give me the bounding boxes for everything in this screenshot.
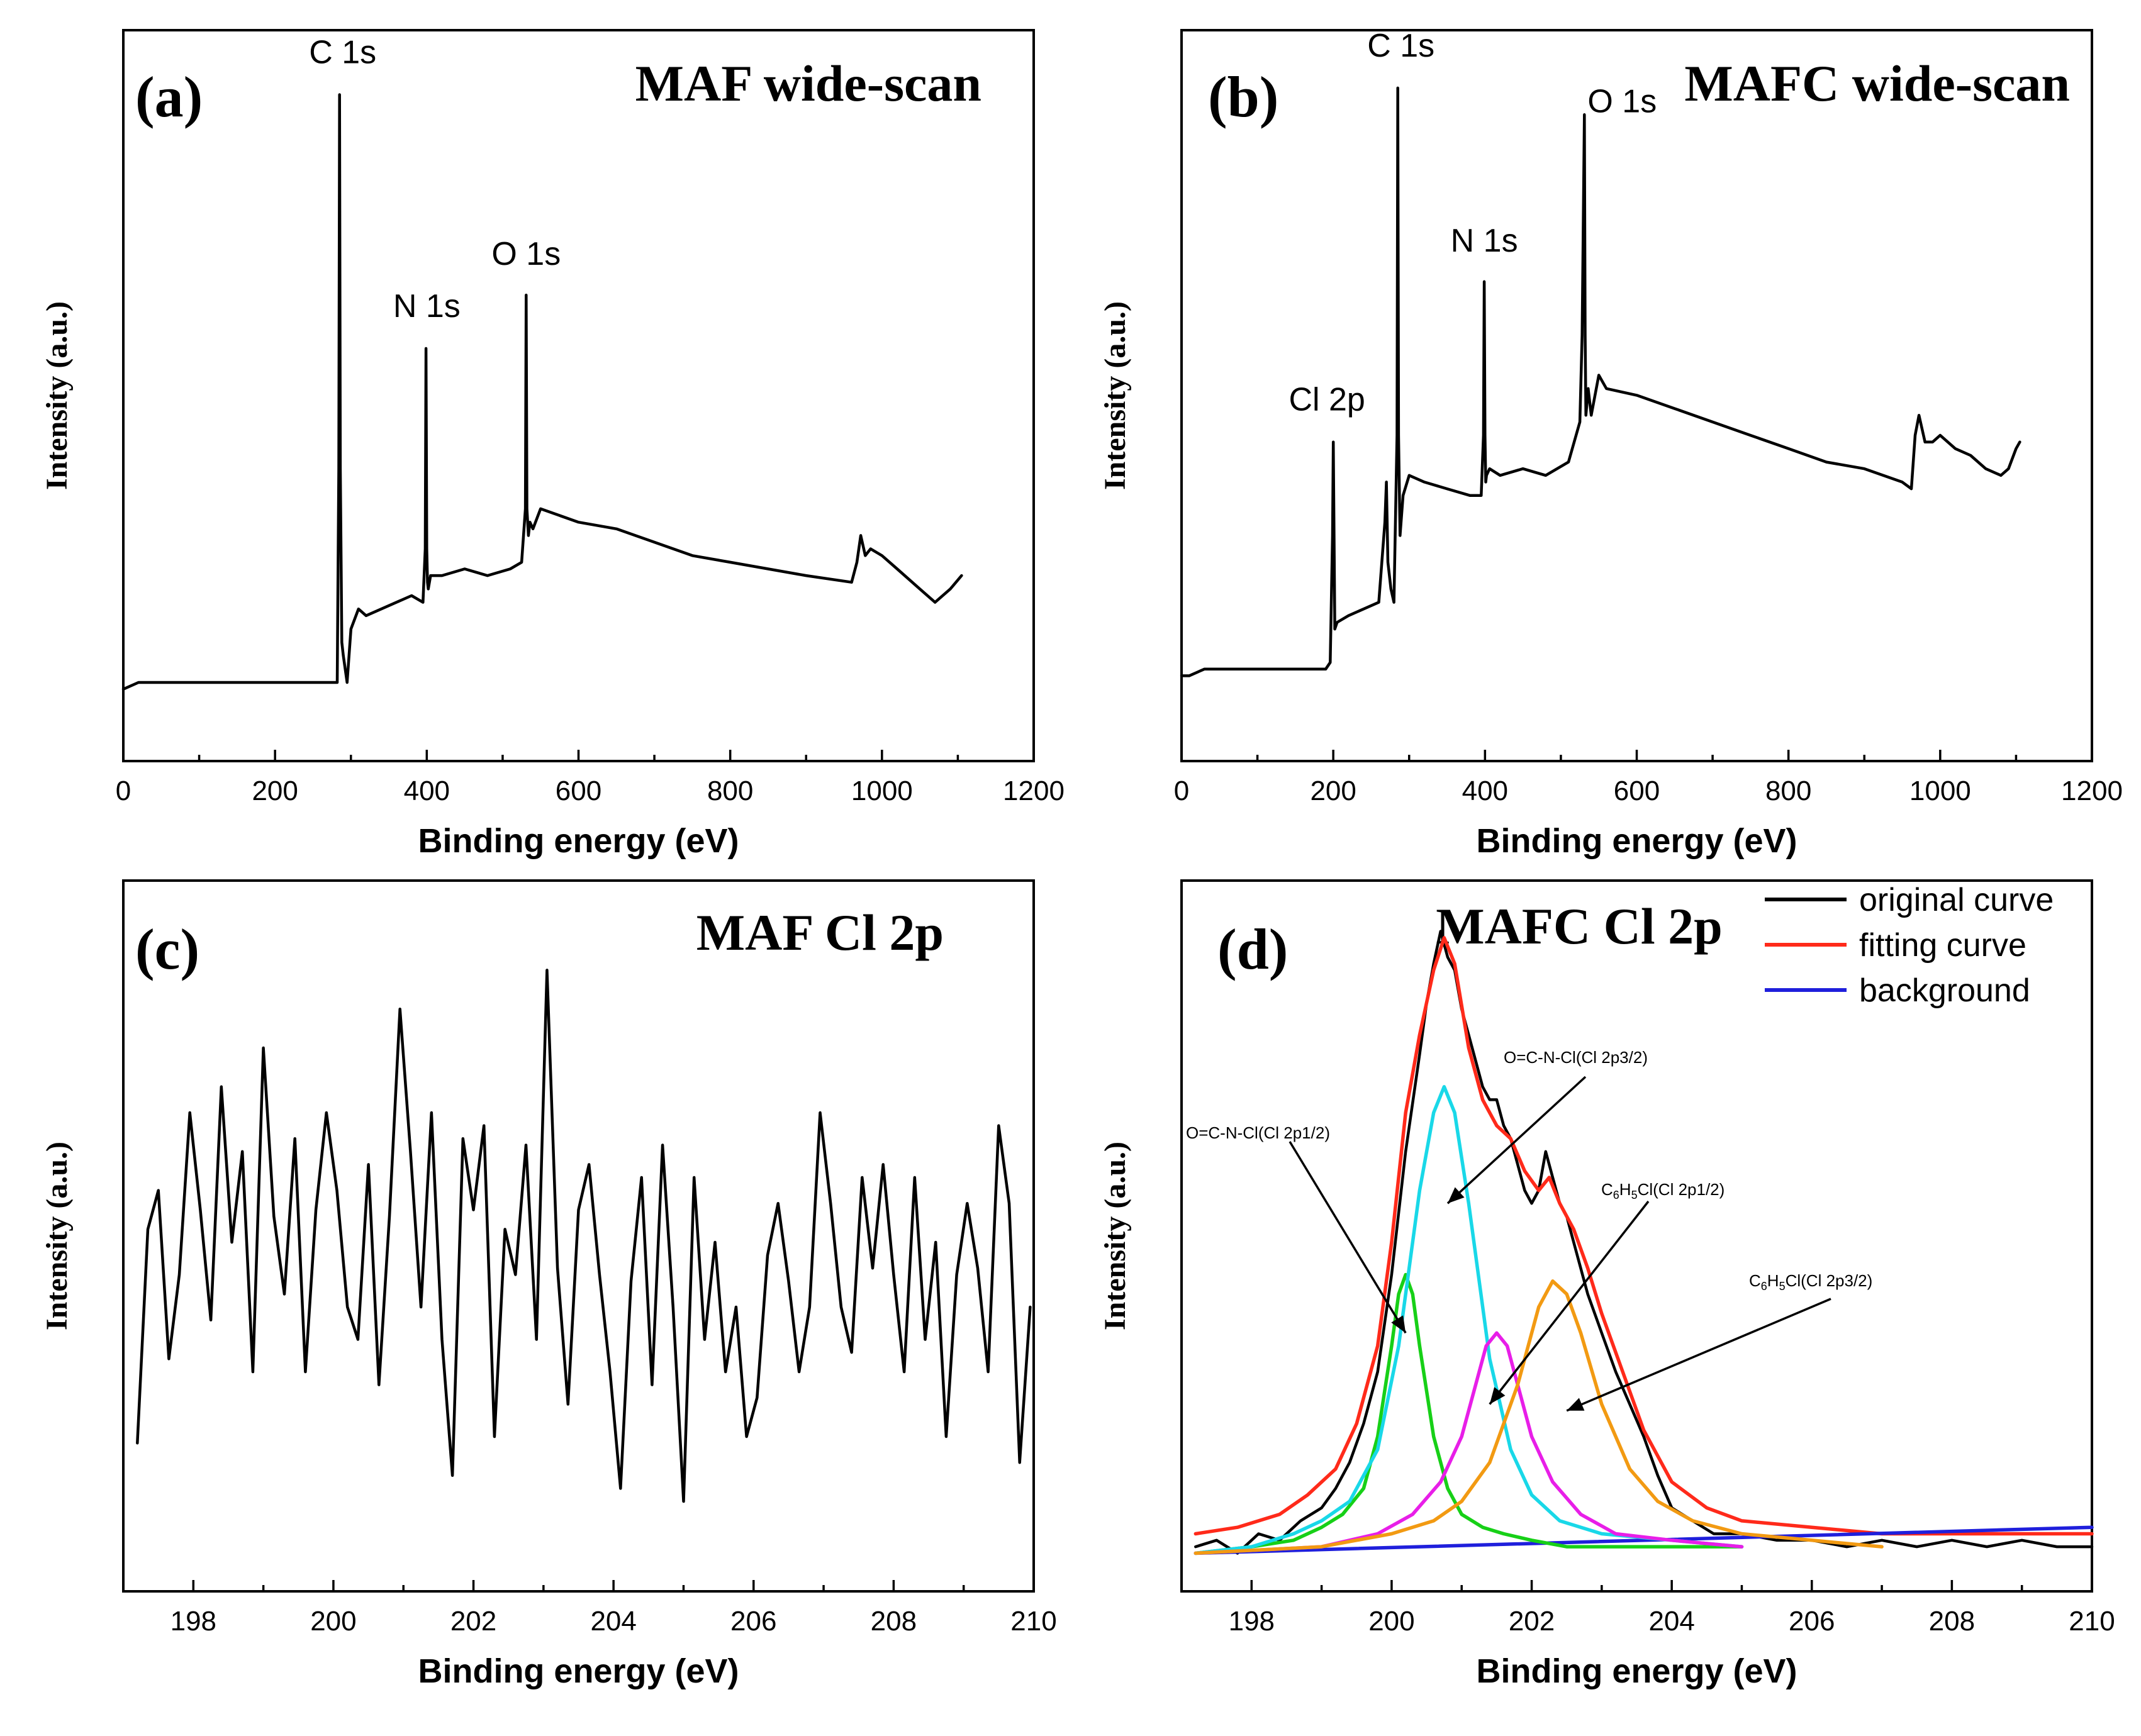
x-tick-label: 600 [556, 776, 601, 806]
series-fitting-curve [1193, 936, 2094, 1536]
series-background [1193, 1525, 2094, 1555]
plot-frame [122, 879, 1035, 1593]
x-tick-label: 208 [1929, 1606, 1975, 1637]
x-tick-label: 600 [1614, 776, 1660, 806]
x-tick-label: 202 [1509, 1606, 1555, 1637]
x-tick-label: 0 [116, 776, 131, 806]
arrowhead [1447, 1187, 1465, 1204]
x-tick-label: 200 [1368, 1606, 1414, 1637]
x-tick-label: 200 [310, 1606, 356, 1637]
x-tick-label: 204 [1648, 1606, 1694, 1637]
panel-title: MAFC Cl 2p [1436, 898, 1723, 955]
series-maf-cl-2p [136, 969, 1032, 1503]
x-tick-label: 400 [1462, 776, 1508, 806]
arrowhead [1567, 1398, 1585, 1411]
panel-letter: (d) [1217, 917, 1288, 981]
peak-label: O 1s [491, 236, 561, 272]
x-tick-label: 200 [252, 776, 298, 806]
x-tick-label: 1200 [1003, 776, 1065, 806]
legend-label: background [1859, 972, 2030, 1009]
legend-label: original curve [1859, 882, 2054, 918]
x-axis-label: Binding energy (eV) [418, 1652, 739, 1690]
x-axis-label: Binding energy (eV) [1476, 822, 1797, 860]
panel-letter: (b) [1208, 65, 1278, 129]
arrowhead [1489, 1387, 1506, 1405]
component-arrow [1566, 1298, 1831, 1412]
legend-label: fitting curve [1859, 927, 2026, 964]
panel-b: 0 200 400 600 800 1000 1200 Binding energy (eV)… [1098, 28, 2123, 860]
panel-title: MAF Cl 2p [696, 904, 944, 961]
y-axis-label: Intensity (a.u.) [40, 1142, 74, 1330]
component-label: C6H5Cl(Cl 2p1/2) [1601, 1180, 1725, 1201]
x-tick-label: 400 [404, 776, 450, 806]
x-tick-label: 202 [450, 1606, 496, 1637]
panel-letter: (a) [135, 65, 203, 129]
component-label: O=C-N-Cl(Cl 2p1/2) [1186, 1123, 1330, 1142]
panel-a: 0 200 400 600 800 1000 1200 Binding energy (eV)… [40, 29, 1065, 860]
x-axis-label: Binding energy (eV) [418, 822, 739, 860]
component-label: O=C-N-Cl(Cl 2p3/2) [1504, 1048, 1648, 1067]
x-tick-label: 200 [1310, 776, 1356, 806]
panel-title: MAF wide-scan [635, 55, 981, 112]
component-label: C6H5Cl(Cl 2p3/2) [1749, 1271, 1872, 1293]
x-tick-label: 1200 [2061, 776, 2123, 806]
plot-frame [1180, 879, 2093, 1593]
series-original-curve [1194, 930, 2094, 1555]
x-tick-label: 800 [1765, 776, 1811, 806]
peak-label: C 1s [309, 34, 376, 70]
x-axis-label: Binding energy (eV) [1476, 1652, 1797, 1690]
series-mafc-wide-scan [1180, 86, 2021, 677]
component-arrow [1289, 1141, 1407, 1334]
x-tick-label: 210 [2069, 1606, 2115, 1637]
x-tick-label: 198 [170, 1606, 216, 1637]
arrowhead [1391, 1315, 1406, 1333]
component-arrow [1446, 1076, 1587, 1205]
y-axis-label: Intensity (a.u.) [1098, 1142, 1132, 1330]
peak-label: N 1s [1451, 223, 1518, 259]
series-c6h5cl-cl-2p3-2- [1193, 1279, 1884, 1555]
x-tick-label: 800 [707, 776, 753, 806]
series-maf-wide-scan [121, 93, 963, 691]
panel-d: 198 200 202 204 206 208 210 Binding energy (eV)… [1098, 879, 2115, 1690]
series-c6h5cl-cl-2p1-2- [1193, 1331, 1744, 1555]
x-tick-label: 204 [590, 1606, 636, 1637]
x-tick-label: 206 [730, 1606, 776, 1637]
x-tick-label: 1000 [1909, 776, 1971, 806]
x-tick-label: 206 [1789, 1606, 1835, 1637]
x-tick-label: 198 [1229, 1606, 1275, 1637]
peak-label: Cl 2p [1289, 382, 1365, 418]
y-axis-label: Intensity (a.u.) [1098, 301, 1132, 490]
panel-c: 198 200 202 204 206 208 210 Binding energy (eV)… [40, 879, 1057, 1690]
x-tick-label: 1000 [851, 776, 913, 806]
panel-letter: (c) [135, 917, 199, 981]
component-arrow [1489, 1200, 1650, 1405]
x-tick-label: 208 [871, 1606, 917, 1637]
x-tick-label: 210 [1010, 1606, 1056, 1637]
panel-title: MAFC wide-scan [1684, 55, 2070, 112]
peak-label: N 1s [393, 288, 461, 325]
x-tick-label: 0 [1174, 776, 1189, 806]
series-o-c-n-cl-cl-2p3-2- [1193, 1085, 1744, 1555]
y-axis-label: Intensity (a.u.) [40, 301, 74, 490]
peak-label: O 1s [1587, 83, 1657, 120]
peak-label: C 1s [1367, 28, 1434, 64]
series-o-c-n-cl-cl-2p1-2- [1193, 1272, 1744, 1555]
